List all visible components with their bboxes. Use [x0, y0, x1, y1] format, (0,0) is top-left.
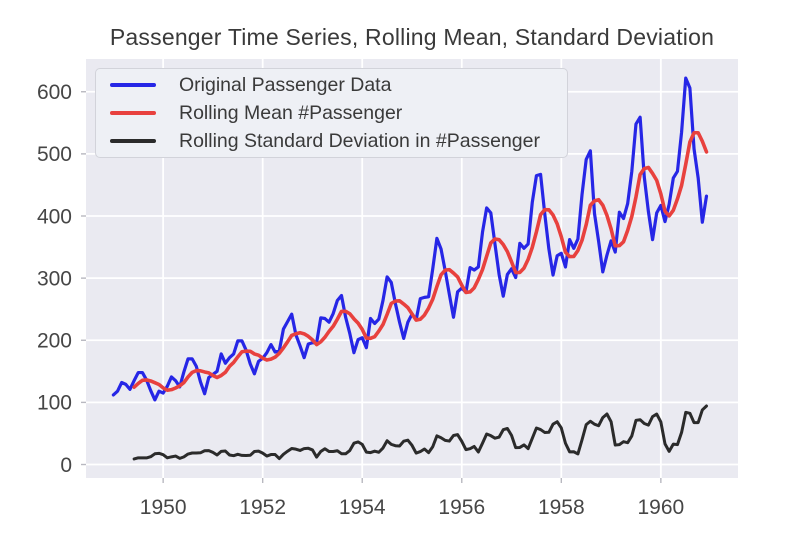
- legend-entry-rolling-mean: Rolling Mean #Passenger: [96, 101, 567, 125]
- series-line-rolling-std: [132, 404, 708, 461]
- y-tick-label: 600: [37, 81, 72, 104]
- legend-label-original: Original Passenger Data: [179, 73, 392, 96]
- legend-line-sample-red: [110, 111, 156, 115]
- legend-entry-original: Original Passenger Data: [96, 73, 567, 97]
- y-tick-label: 300: [37, 267, 72, 290]
- series-line-rolling-mean: [132, 130, 709, 392]
- y-tick-label: 500: [37, 143, 72, 166]
- legend-line-sample-black: [110, 139, 156, 143]
- legend: Original Passenger Data Rolling Mean #Pa…: [95, 68, 568, 158]
- y-tick-label: 200: [37, 330, 72, 353]
- y-tick-label: 400: [37, 205, 72, 228]
- chart-title: Passenger Time Series, Rolling Mean, Sta…: [109, 24, 715, 50]
- x-tick-label: 1954: [339, 496, 386, 519]
- x-tick-label: 1960: [637, 496, 684, 519]
- x-tick-label: 1950: [140, 496, 187, 519]
- legend-label-rolling-mean: Rolling Mean #Passenger: [179, 101, 403, 124]
- x-tick-label: 1956: [438, 496, 485, 519]
- legend-line-sample-blue: [110, 83, 156, 87]
- legend-label-rolling-std: Rolling Standard Deviation in #Passenger: [179, 129, 540, 152]
- y-tick-label: 0: [60, 454, 72, 477]
- x-tick-label: 1958: [538, 496, 585, 519]
- y-tick-label: 100: [37, 392, 72, 415]
- legend-entry-rolling-std: Rolling Standard Deviation in #Passenger: [96, 129, 567, 153]
- x-tick-label: 1952: [239, 496, 286, 519]
